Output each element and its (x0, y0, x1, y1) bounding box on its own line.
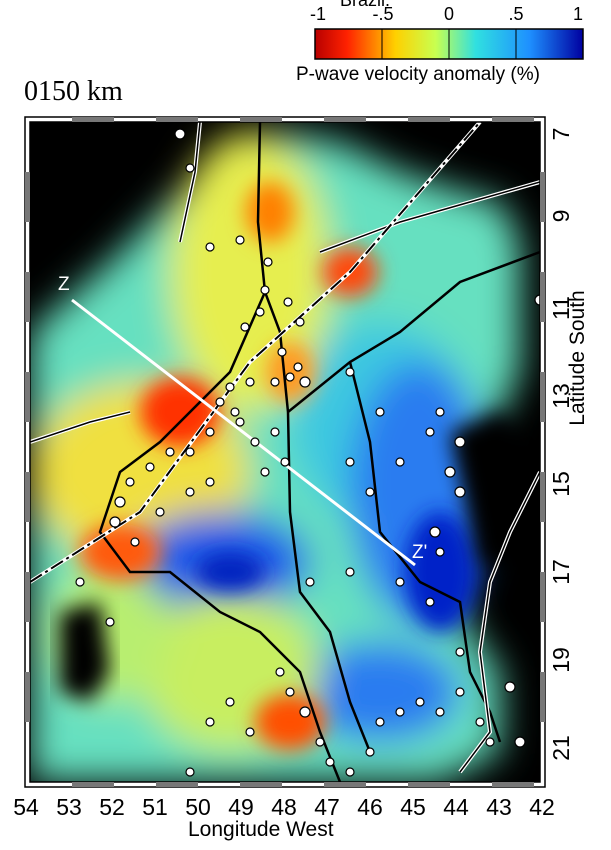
colorbar (314, 28, 584, 60)
longitude-tick: 46 (357, 794, 383, 820)
longitude-tick: 49 (228, 794, 254, 820)
latitude-tick: 7 (548, 127, 574, 141)
latitude-axis-title: Latitude South (566, 290, 589, 426)
longitude-tick: 44 (443, 794, 469, 820)
latitude-tick: 21 (548, 735, 574, 761)
latitude-tick: 9 (548, 209, 574, 223)
scale-label: 0150 km (24, 76, 123, 107)
longitude-tick: 42 (529, 794, 555, 820)
colorbar-tick: -1 (309, 4, 327, 24)
latitude-tick: 17 (548, 559, 574, 585)
latitude-tick: 19 (548, 647, 574, 673)
longitude-tick: 50 (185, 794, 211, 820)
colorbar-tick: 0 (443, 4, 455, 24)
longitude-tick: 48 (271, 794, 297, 820)
colorbar-tick: .5 (508, 4, 524, 24)
colorbar-tick: 1 (572, 4, 584, 24)
station-markers (75, 128, 540, 777)
longitude-tick: 54 (13, 794, 39, 820)
tomography-map: Z Z' (24, 116, 546, 788)
longitude-tick: 43 (486, 794, 512, 820)
colorbar-title: Brazil. (340, 0, 391, 10)
longitude-tick: 52 (99, 794, 125, 820)
latitude-tick: 15 (548, 471, 574, 497)
longitude-tick: 45 (400, 794, 426, 820)
profile-start-label: Z (58, 274, 70, 295)
profile-line (71, 298, 416, 567)
profile-end-label: Z' (412, 542, 427, 563)
colorbar-caption: P-wave velocity anomaly (%) (296, 64, 540, 85)
longitude-tick: 47 (314, 794, 340, 820)
longitude-axis-title: Longitude West (188, 818, 334, 841)
longitude-tick: 51 (142, 794, 168, 820)
longitude-tick: 53 (56, 794, 82, 820)
colorbar-tick: -.5 (372, 4, 394, 24)
